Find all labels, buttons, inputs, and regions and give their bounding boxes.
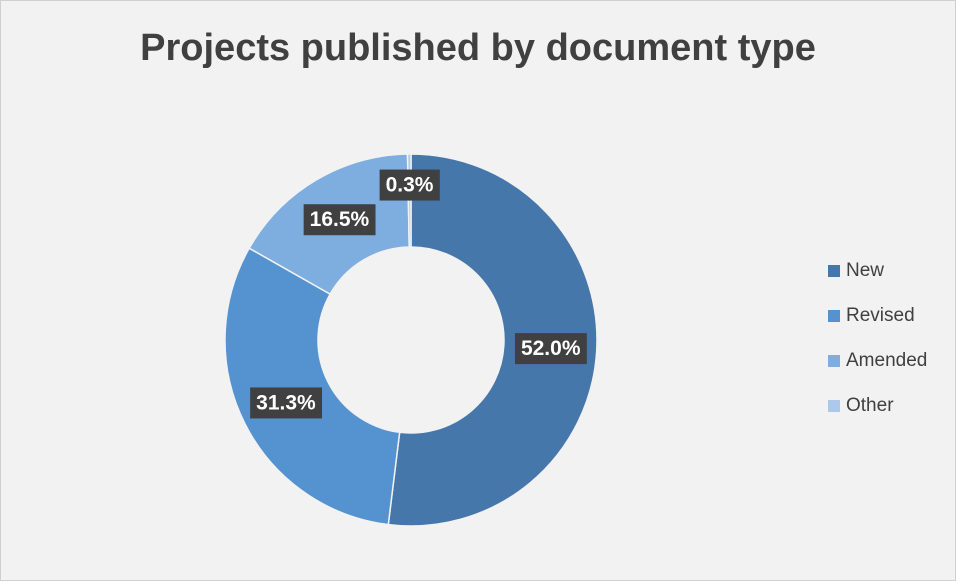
donut-slice — [387, 153, 598, 527]
legend-swatch — [828, 265, 840, 277]
data-label-box — [379, 169, 440, 201]
legend-swatch — [828, 400, 840, 412]
data-label-box — [514, 333, 587, 365]
legend-swatch — [828, 355, 840, 367]
data-label-box — [250, 387, 323, 419]
legend-swatch — [828, 310, 840, 322]
donut-slice — [224, 247, 401, 526]
legend-label: New — [846, 260, 884, 281]
chart-title: Projects published by document type — [140, 27, 816, 69]
data-label: 52.0% — [521, 337, 581, 360]
data-label: 0.3% — [386, 174, 434, 197]
data-label: 31.3% — [256, 391, 316, 414]
legend-label: Other — [846, 395, 894, 416]
legend-label: Revised — [846, 305, 915, 326]
data-label: 16.5% — [310, 208, 370, 231]
legend-label: Amended — [846, 350, 927, 371]
data-label-box — [303, 204, 376, 236]
